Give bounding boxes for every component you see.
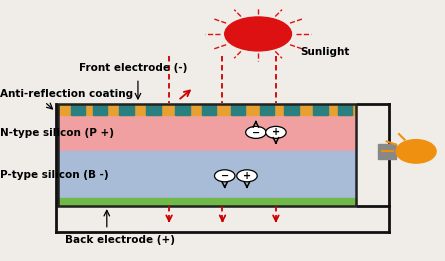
Circle shape <box>266 126 286 138</box>
Bar <box>378 144 396 159</box>
Text: +: + <box>272 127 280 137</box>
Bar <box>93 105 108 115</box>
Text: Anti-reflection coating: Anti-reflection coating <box>0 89 133 99</box>
Bar <box>58 104 356 206</box>
Bar <box>284 105 299 115</box>
Bar <box>70 105 85 115</box>
Text: −: − <box>221 171 229 181</box>
Bar <box>58 104 356 115</box>
Text: Back electrode (+): Back electrode (+) <box>65 235 175 245</box>
Bar <box>146 105 161 115</box>
Bar <box>313 105 328 115</box>
Bar <box>337 105 352 115</box>
Bar <box>119 105 134 115</box>
Text: +: + <box>243 171 251 181</box>
Text: Sunlight: Sunlight <box>300 47 349 57</box>
Text: P-type silicon (B -): P-type silicon (B -) <box>0 170 109 180</box>
Circle shape <box>246 126 266 138</box>
Bar <box>58 115 356 151</box>
Text: Front electrode (-): Front electrode (-) <box>79 63 188 73</box>
Circle shape <box>214 170 235 182</box>
Text: N-type silicon (P +): N-type silicon (P +) <box>0 128 114 138</box>
Circle shape <box>237 170 257 182</box>
Ellipse shape <box>225 17 291 51</box>
Bar <box>175 105 190 115</box>
Text: −: − <box>252 127 260 137</box>
Bar <box>58 198 356 206</box>
Bar <box>202 105 216 115</box>
Bar <box>231 105 246 115</box>
Bar <box>58 151 356 198</box>
Bar <box>260 105 274 115</box>
Circle shape <box>396 140 436 163</box>
